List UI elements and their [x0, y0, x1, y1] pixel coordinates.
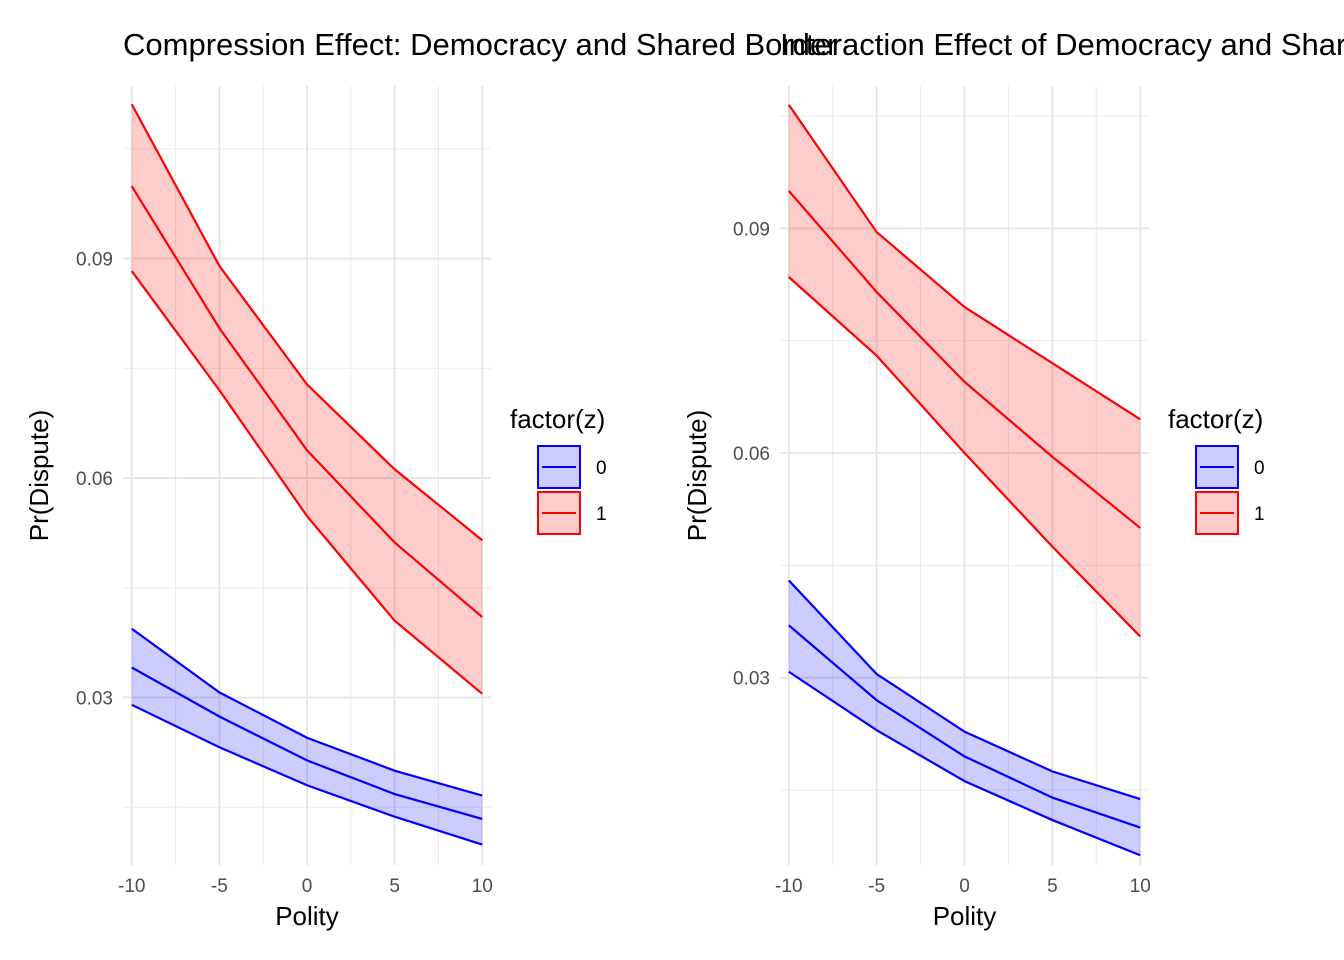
upper-bound-line: [130, 103, 483, 542]
legend: factor(z) 0 1: [1168, 404, 1265, 535]
lower-bound-line: [788, 670, 1141, 857]
legend: factor(z) 0 1: [510, 404, 607, 535]
legend-key-0: 0: [1195, 445, 1265, 489]
x-tick-label: 0: [959, 876, 970, 897]
series-1: [130, 103, 483, 695]
chart-title: Compression Effect: Democracy and Shared…: [123, 27, 837, 62]
y-axis-title: Pr(Dispute): [682, 410, 712, 541]
series-line: [130, 185, 483, 618]
x-tick-label: -5: [868, 876, 885, 897]
y-tick-label: 0.06: [76, 469, 113, 490]
legend-label: 0: [596, 458, 607, 479]
lower-bound-line: [788, 276, 1142, 638]
chart-title: Interaction Effect of Democracy and Shar…: [780, 27, 1344, 62]
y-axis-title: Pr(Dispute): [24, 410, 54, 541]
y-tick-label: 0.09: [76, 250, 113, 271]
x-tick-label: -10: [775, 876, 802, 897]
x-tick-label: -5: [211, 876, 228, 897]
x-tick-label: 0: [302, 876, 313, 897]
legend-key-1: 1: [1195, 491, 1265, 535]
series-line: [787, 190, 1141, 529]
series-0: [131, 627, 483, 846]
x-tick-label: 5: [389, 876, 400, 897]
x-tick-label: 5: [1047, 876, 1058, 897]
legend-title: factor(z): [1168, 404, 1263, 434]
x-tick-label: 10: [1130, 876, 1151, 897]
upper-bound-line: [787, 104, 1141, 421]
legend-label: 1: [596, 504, 607, 525]
series-1: [787, 104, 1142, 638]
legend-label: 1: [1254, 504, 1265, 525]
lower-bound-line: [131, 703, 483, 846]
x-axis-title: Polity: [933, 901, 997, 931]
y-tick-label: 0.03: [733, 669, 770, 690]
legend-key-0: 0: [537, 445, 607, 489]
legend-label: 0: [1254, 458, 1265, 479]
upper-bound-line: [787, 579, 1141, 801]
series-line: [788, 624, 1141, 829]
confidence-ribbon: [131, 628, 483, 845]
confidence-ribbon: [131, 104, 483, 694]
legend-title: factor(z): [510, 404, 605, 434]
upper-bound-line: [131, 627, 483, 797]
series-line: [131, 666, 483, 820]
x-tick-label: 10: [472, 876, 493, 897]
grid: [123, 86, 491, 865]
confidence-ribbon: [788, 104, 1141, 637]
confidence-ribbon: [788, 580, 1141, 856]
x-tick-label: -10: [118, 876, 145, 897]
legend-key-1: 1: [537, 491, 607, 535]
y-tick-label: 0.09: [733, 219, 770, 240]
x-axis-title: Polity: [275, 901, 339, 931]
lower-bound-line: [130, 270, 483, 695]
series-0: [787, 579, 1141, 857]
grid: [780, 86, 1149, 865]
y-tick-label: 0.03: [76, 688, 113, 709]
y-tick-label: 0.06: [733, 444, 770, 465]
